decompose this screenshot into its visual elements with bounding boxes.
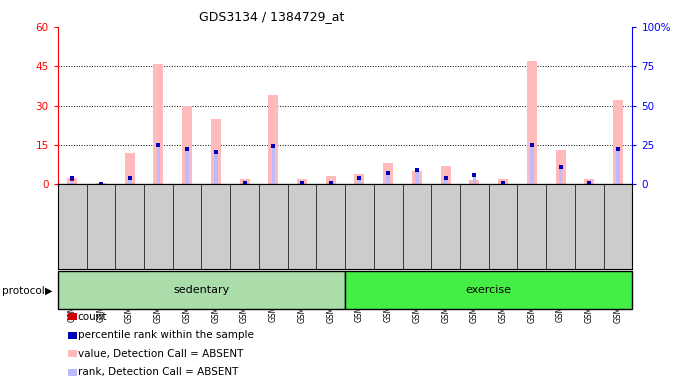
Bar xyxy=(128,177,131,184)
Bar xyxy=(58,271,345,309)
Bar xyxy=(214,150,218,184)
Bar xyxy=(156,145,160,184)
Bar xyxy=(415,169,419,184)
Bar xyxy=(354,174,364,184)
Bar xyxy=(412,171,422,184)
Bar xyxy=(186,149,189,184)
Bar xyxy=(297,179,307,184)
Bar xyxy=(345,271,632,309)
Bar xyxy=(124,153,135,184)
Bar xyxy=(239,179,250,184)
Bar xyxy=(501,183,505,184)
Bar xyxy=(469,180,479,184)
Bar xyxy=(182,106,192,184)
Bar xyxy=(153,64,163,184)
Bar xyxy=(301,183,304,184)
Bar xyxy=(588,183,591,184)
Bar xyxy=(527,61,537,184)
Bar xyxy=(556,150,566,184)
Bar xyxy=(271,146,275,184)
Bar xyxy=(326,177,336,184)
Text: exercise: exercise xyxy=(466,285,512,295)
Bar xyxy=(559,166,562,184)
Bar xyxy=(616,147,619,184)
Bar xyxy=(498,179,508,184)
Bar xyxy=(243,183,246,184)
Bar xyxy=(67,178,78,184)
Bar xyxy=(358,177,361,184)
Bar xyxy=(473,174,476,184)
Bar xyxy=(329,183,333,184)
Text: GDS3134 / 1384729_at: GDS3134 / 1384729_at xyxy=(199,10,345,23)
Bar xyxy=(613,100,623,184)
Bar xyxy=(584,179,594,184)
Bar xyxy=(383,163,393,184)
Text: rank, Detection Call = ABSENT: rank, Detection Call = ABSENT xyxy=(78,367,238,377)
Bar xyxy=(386,172,390,184)
Text: protocol: protocol xyxy=(2,286,45,296)
Text: value, Detection Call = ABSENT: value, Detection Call = ABSENT xyxy=(78,349,243,359)
Text: ▶: ▶ xyxy=(45,286,53,296)
Text: sedentary: sedentary xyxy=(173,285,230,295)
Bar xyxy=(530,145,534,184)
Bar xyxy=(71,177,74,184)
Text: count: count xyxy=(78,312,107,322)
Bar xyxy=(211,119,221,184)
Text: percentile rank within the sample: percentile rank within the sample xyxy=(78,330,254,340)
Bar xyxy=(96,183,106,184)
Bar xyxy=(444,177,447,184)
Bar xyxy=(441,166,451,184)
Bar xyxy=(268,95,278,184)
